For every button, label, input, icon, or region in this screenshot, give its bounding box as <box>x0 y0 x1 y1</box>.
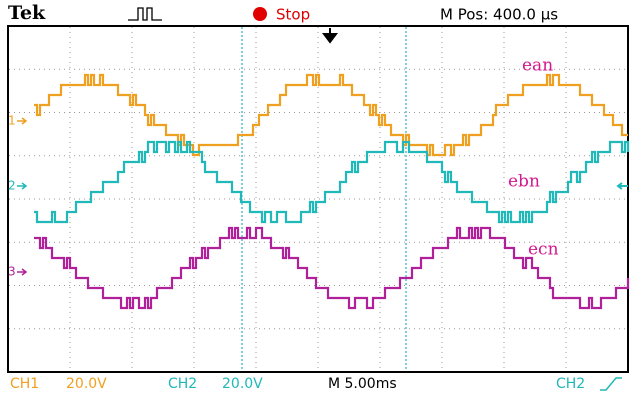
ch2-scale: 20.0V <box>222 376 263 392</box>
position: M Pos: 400.0 μs <box>440 6 558 24</box>
trace-label: ecn <box>528 240 559 260</box>
status: Stop <box>276 6 310 24</box>
trace-label: ebn <box>508 172 540 192</box>
channel-marker: 3 <box>8 265 16 279</box>
ch2-label: CH2 <box>168 376 197 392</box>
oscilloscope-screen: Tek Stop M Pos: 400.0 μs 1 2 3 ean ebn e… <box>0 0 632 394</box>
timebase: M 5.00ms <box>328 376 397 392</box>
brand: Tek <box>8 2 46 24</box>
channel-marker: 2 <box>8 179 16 193</box>
ch1-label: CH1 <box>10 376 39 392</box>
stop-dot <box>253 7 267 21</box>
trace-label: ean <box>522 56 553 76</box>
trigger-source: CH2 <box>556 376 585 392</box>
channel-marker: 1 <box>8 114 16 128</box>
ch1-scale: 20.0V <box>66 376 107 392</box>
